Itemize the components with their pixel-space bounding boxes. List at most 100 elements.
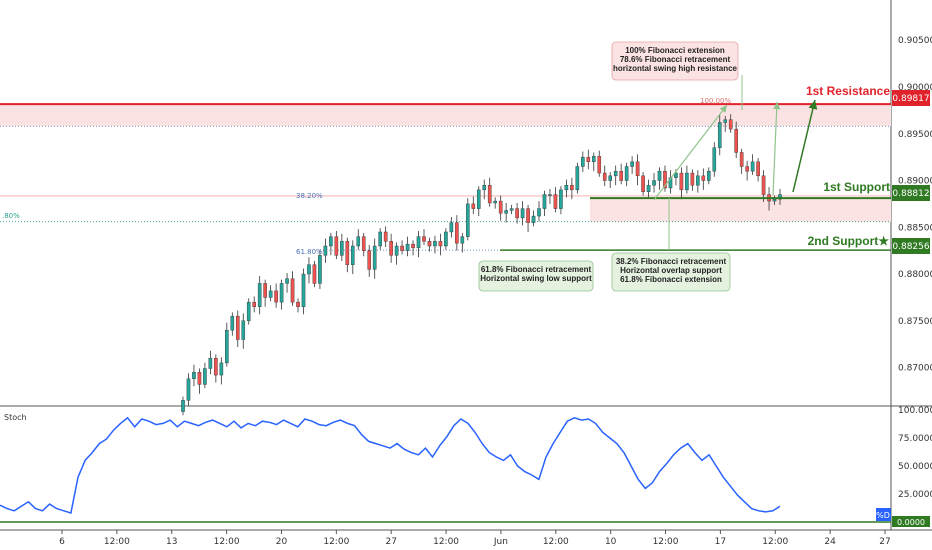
support1-note-line: Horizontal overlap support [620,266,722,275]
candle-body [696,175,700,186]
candle-body [701,175,706,181]
candle-body [712,147,717,172]
candle-body [679,172,684,191]
candle-body [493,200,497,204]
candle-body [394,245,399,256]
candle-body [235,315,240,340]
candle-body [657,170,662,181]
candle-body [460,236,465,244]
support2-label: 2nd Support★ [808,234,890,248]
candle-body [356,236,361,247]
candle-body [471,203,476,209]
candle-body [739,152,744,167]
candle-body [263,283,267,298]
candle-body [515,208,519,219]
candle-body [225,329,229,364]
time-tick-label: 12:00 [653,537,679,547]
candle-body [591,156,596,163]
candle-body [312,264,317,284]
bullish-arrow [792,99,818,193]
candle-body [602,172,607,181]
candle-body [257,283,262,307]
candle-body [318,255,322,284]
candle-body [663,170,667,189]
candle-body [181,400,185,412]
time-tick-label: 12:00 [433,537,459,547]
candle-body [296,301,300,307]
candle-body [208,358,213,369]
price-tick-label: 0.90500 [898,36,932,46]
candle-body [750,161,755,172]
candle-body [279,283,284,303]
candle-body [345,241,350,265]
candle-body [427,241,432,247]
fib-382-label: 38.20% [296,192,323,200]
stoch-layer: 100.0000 75.0000 50.0000 25.0000 [0,406,932,523]
candle-body [214,358,218,376]
candle-body [624,166,629,181]
time-tick-label: 27 [879,537,890,547]
candle-body [526,208,530,223]
candle-body [723,119,728,123]
candle-body [192,372,196,380]
candle-body [619,170,623,181]
candle-body [411,243,415,249]
candle-body [728,119,733,130]
candle-body [613,170,618,177]
support2-badge [892,238,930,254]
stoch-d-line [0,416,781,514]
support2-note-line: Horizontal swing low support [480,274,592,283]
candle-body [334,236,339,256]
candle-body [564,184,569,191]
time-tick-label: 20 [276,537,288,547]
candle-body [575,166,580,191]
resistance-badge [892,90,930,106]
candle-body [378,231,382,247]
candle-body [444,231,448,247]
fib-100-label: 100.00% [700,97,731,105]
candle-body [372,245,377,270]
stoch-legend-badge [876,508,891,521]
time-tick-label: 6 [59,537,65,547]
price-tick-label: 0.89000 [898,177,932,187]
candle-body [203,368,207,385]
candle-body [717,122,722,148]
candle-body [405,243,410,251]
candle-body [455,222,459,244]
candle-body [504,210,508,214]
stoch-tick-label: 50.0000 [898,462,932,472]
candle-body [761,175,766,195]
fib-left-fragment: .80% [2,212,20,220]
price-tick-label: 0.87000 [898,364,932,374]
resistance-zone [0,104,891,127]
price-tick-label: 0.87500 [898,317,932,327]
retest-arrow [772,101,781,196]
candle-body [482,184,487,191]
candle-body [772,199,777,202]
price-tick-label: 0.89500 [898,130,932,140]
candle-body [635,161,640,177]
candle-body [389,241,393,256]
time-tick-label: 13 [166,537,177,547]
candle-body [542,194,547,209]
candle-body [608,175,613,181]
candle-body [690,172,695,186]
time-tick-label: 27 [385,537,396,547]
candle-body [548,194,552,196]
candle-body [641,175,645,192]
candle-body [553,194,558,209]
candle-body [674,172,678,178]
candle-body [630,161,634,167]
candle-body [383,231,388,242]
candle-body [466,203,470,237]
candle-body [241,320,246,340]
candle-body [307,264,311,275]
candle-body [274,290,278,303]
arrows-layer [653,75,818,250]
candle-body [400,245,404,251]
zones-layer [0,104,891,251]
candle-body [230,315,235,331]
candle-body [340,241,344,256]
candle-body [252,301,257,307]
